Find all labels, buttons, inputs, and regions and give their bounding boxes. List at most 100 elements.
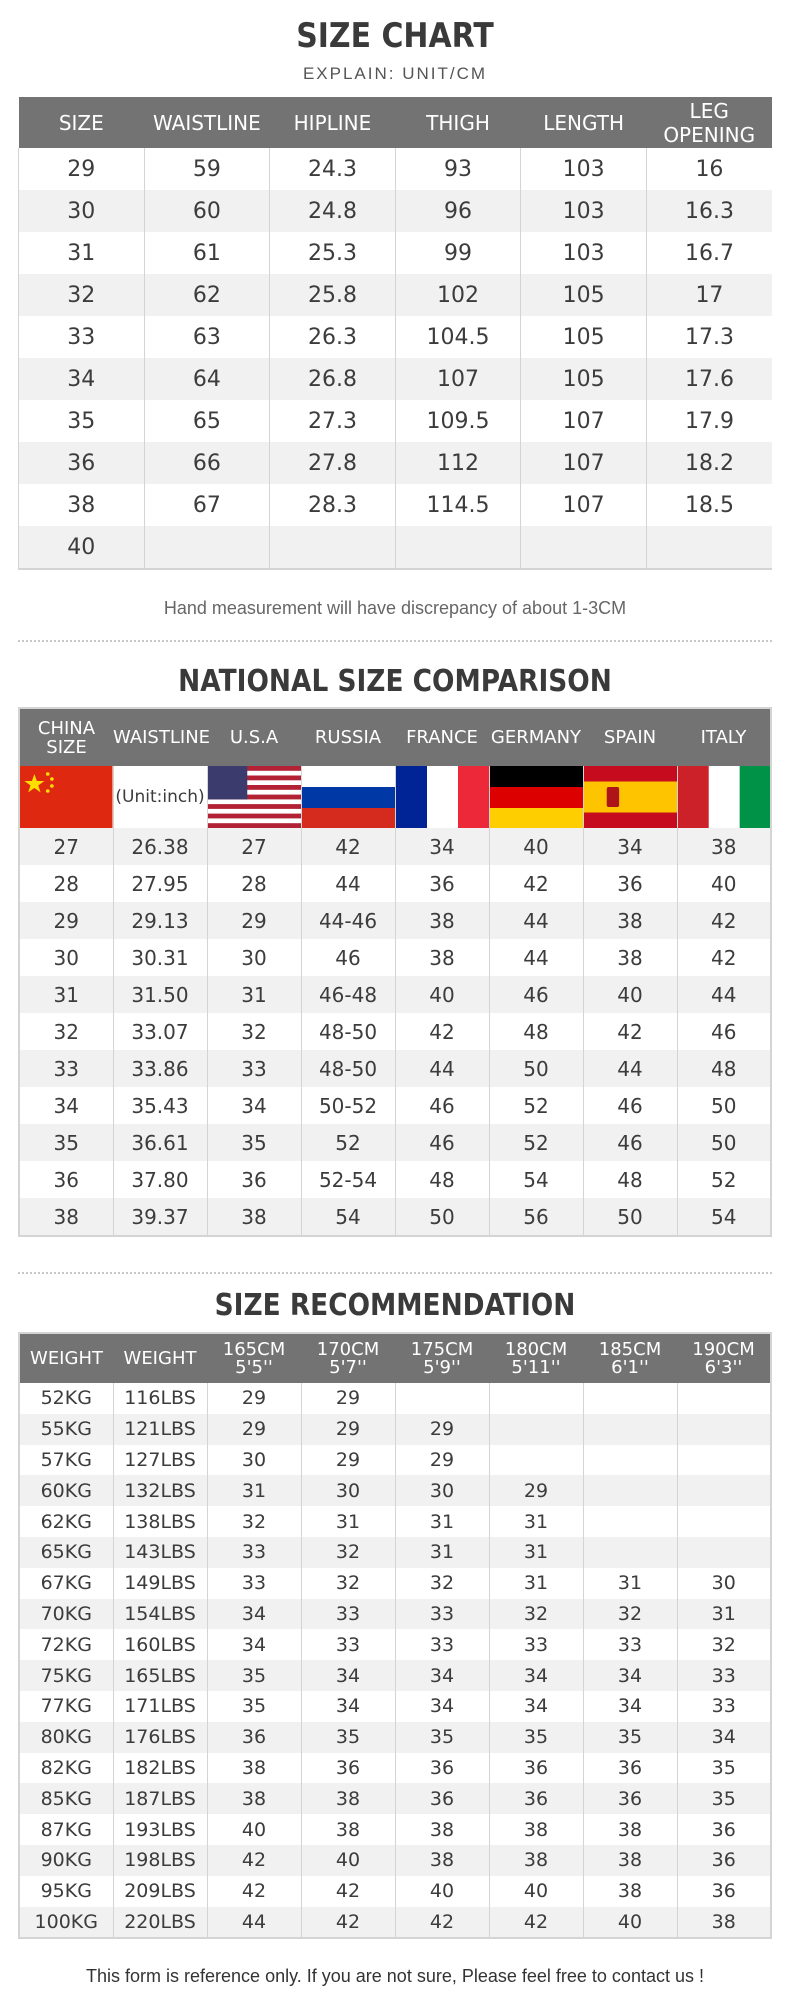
table-cell: 31: [582, 1567, 677, 1599]
table-cell: 64: [143, 358, 270, 400]
table-cell: 100KG: [18, 1906, 113, 1939]
table-row: 30 60 24.8 96 103 16.3: [18, 190, 772, 232]
column-header: LEG OPENING: [646, 97, 772, 148]
table-cell: 35: [18, 1124, 113, 1161]
table-cell: 40: [206, 1814, 301, 1845]
table-cell: 42: [300, 1906, 395, 1939]
usa-flag-icon: [206, 766, 301, 828]
table-cell: 38: [582, 1844, 677, 1876]
table-cell: 52-54: [300, 1161, 395, 1198]
table-cell: 33: [394, 1598, 489, 1630]
table-row: 31 31.50 31 46-48 40 46 40 44: [18, 976, 771, 1013]
table-cell: 31: [676, 1598, 771, 1630]
table-cell: [676, 1383, 771, 1414]
table-cell: 33: [676, 1690, 771, 1722]
germany-flag-icon: [488, 766, 583, 828]
table-cell: 103: [520, 232, 647, 274]
table-cell: 29: [300, 1413, 395, 1445]
table-cell: 31: [18, 976, 113, 1013]
table-row: 52KG 116LBS 29 29: [18, 1383, 771, 1414]
table-cell: 29: [18, 148, 145, 190]
table-cell: 48: [394, 1161, 489, 1198]
table-cell: 44: [488, 902, 583, 939]
table-cell: 220LBS: [112, 1906, 207, 1939]
table-cell: 187LBS: [112, 1783, 207, 1815]
france-flag-icon: [394, 766, 489, 828]
table-cell: 27.3: [269, 400, 396, 442]
table-cell: 36: [300, 1752, 395, 1784]
table-cell: 96: [394, 190, 521, 232]
table-cell: [582, 1506, 677, 1537]
measurement-note: Hand measurement will have discrepancy o…: [163, 598, 627, 618]
table-cell: 65: [143, 400, 270, 442]
table-cell: 36: [676, 1844, 771, 1876]
table-row: 33 63 26.3 104.5 105 17.3: [18, 316, 772, 358]
table-cell: 42: [206, 1844, 301, 1876]
table-cell: 165LBS: [112, 1660, 207, 1691]
header-line-1: 175CM: [410, 1338, 474, 1360]
table-cell: [488, 1413, 583, 1445]
table-cell: 29.13: [112, 902, 207, 939]
table-cell: 17.6: [645, 358, 772, 400]
column-header: FRANCE: [395, 708, 489, 766]
table-cell: 52: [676, 1161, 771, 1198]
header-line-2: 5'5'': [235, 1356, 273, 1378]
table-cell: 65KG: [18, 1536, 113, 1568]
table-cell: 52: [300, 1124, 395, 1161]
table-cell: [676, 1475, 771, 1507]
table-cell: [645, 526, 772, 569]
table-cell: 103: [520, 190, 647, 232]
table-cell: 29: [206, 1383, 301, 1414]
header-line-1: 180CM: [504, 1338, 568, 1360]
table-cell: 55KG: [18, 1413, 113, 1445]
table-cell: 107: [520, 400, 647, 442]
table-cell: 116LBS: [112, 1383, 207, 1414]
recommendation-title: SIZE RECOMMENDATION: [214, 1288, 576, 1323]
spain-flag-icon: [582, 766, 677, 828]
table-cell: [269, 526, 396, 569]
table-cell: 40: [582, 976, 677, 1013]
table-cell: 143LBS: [112, 1536, 207, 1568]
table-cell: 18.5: [645, 484, 772, 526]
table-cell: 36: [394, 865, 489, 902]
column-header: CHINA SIZE: [19, 708, 113, 766]
table-row: 62KG 138LBS 32 31 31 31: [18, 1506, 771, 1537]
table-cell: 72KG: [18, 1629, 113, 1661]
table-cell: 34: [300, 1690, 395, 1722]
table-cell: 66: [143, 442, 270, 484]
table-cell: 42: [394, 1013, 489, 1050]
unit-label: (Unit:inch): [112, 766, 207, 828]
table-row: 87KG 193LBS 40 38 38 38 38 36: [18, 1814, 771, 1845]
china-flag-icon: [18, 766, 113, 828]
table-cell: 33: [206, 1536, 301, 1568]
table-cell: 17.9: [645, 400, 772, 442]
table-cell: 40: [488, 1875, 583, 1907]
table-row: 77KG 171LBS 35 34 34 34 34 33: [18, 1690, 771, 1722]
table-cell: 36: [206, 1721, 301, 1753]
table-row: 32 33.07 32 48-50 42 48 42 46: [18, 1013, 771, 1050]
table-row: 29 29.13 29 44-46 38 44 38 42: [18, 902, 771, 939]
header-line-1: 165CM: [222, 1338, 286, 1360]
table-cell: 33: [582, 1629, 677, 1661]
table-cell: 31.50: [112, 976, 207, 1013]
table-cell: 36.61: [112, 1124, 207, 1161]
table-cell: 35: [206, 1124, 301, 1161]
table-cell: 33: [206, 1567, 301, 1599]
table-cell: 38: [18, 484, 145, 526]
russia-flag-icon: [300, 766, 395, 828]
table-cell: 34: [300, 1660, 395, 1691]
table-cell: 28: [206, 865, 301, 902]
table-cell: 28.3: [269, 484, 396, 526]
table-cell: 171LBS: [112, 1690, 207, 1722]
column-header: 175CM 5'9'': [395, 1333, 489, 1383]
table-cell: 70KG: [18, 1598, 113, 1630]
table-row: 60KG 132LBS 31 30 30 29: [18, 1475, 771, 1507]
table-cell: 82KG: [18, 1752, 113, 1784]
table-cell: 31: [18, 232, 145, 274]
table-cell: 33: [18, 316, 145, 358]
table-cell: [582, 1383, 677, 1414]
table-row: 28 27.95 28 44 36 42 36 40: [18, 865, 771, 902]
table-cell: 46: [488, 976, 583, 1013]
table-cell: 50-52: [300, 1087, 395, 1124]
table-row: 55KG 121LBS 29 29 29: [18, 1413, 771, 1445]
